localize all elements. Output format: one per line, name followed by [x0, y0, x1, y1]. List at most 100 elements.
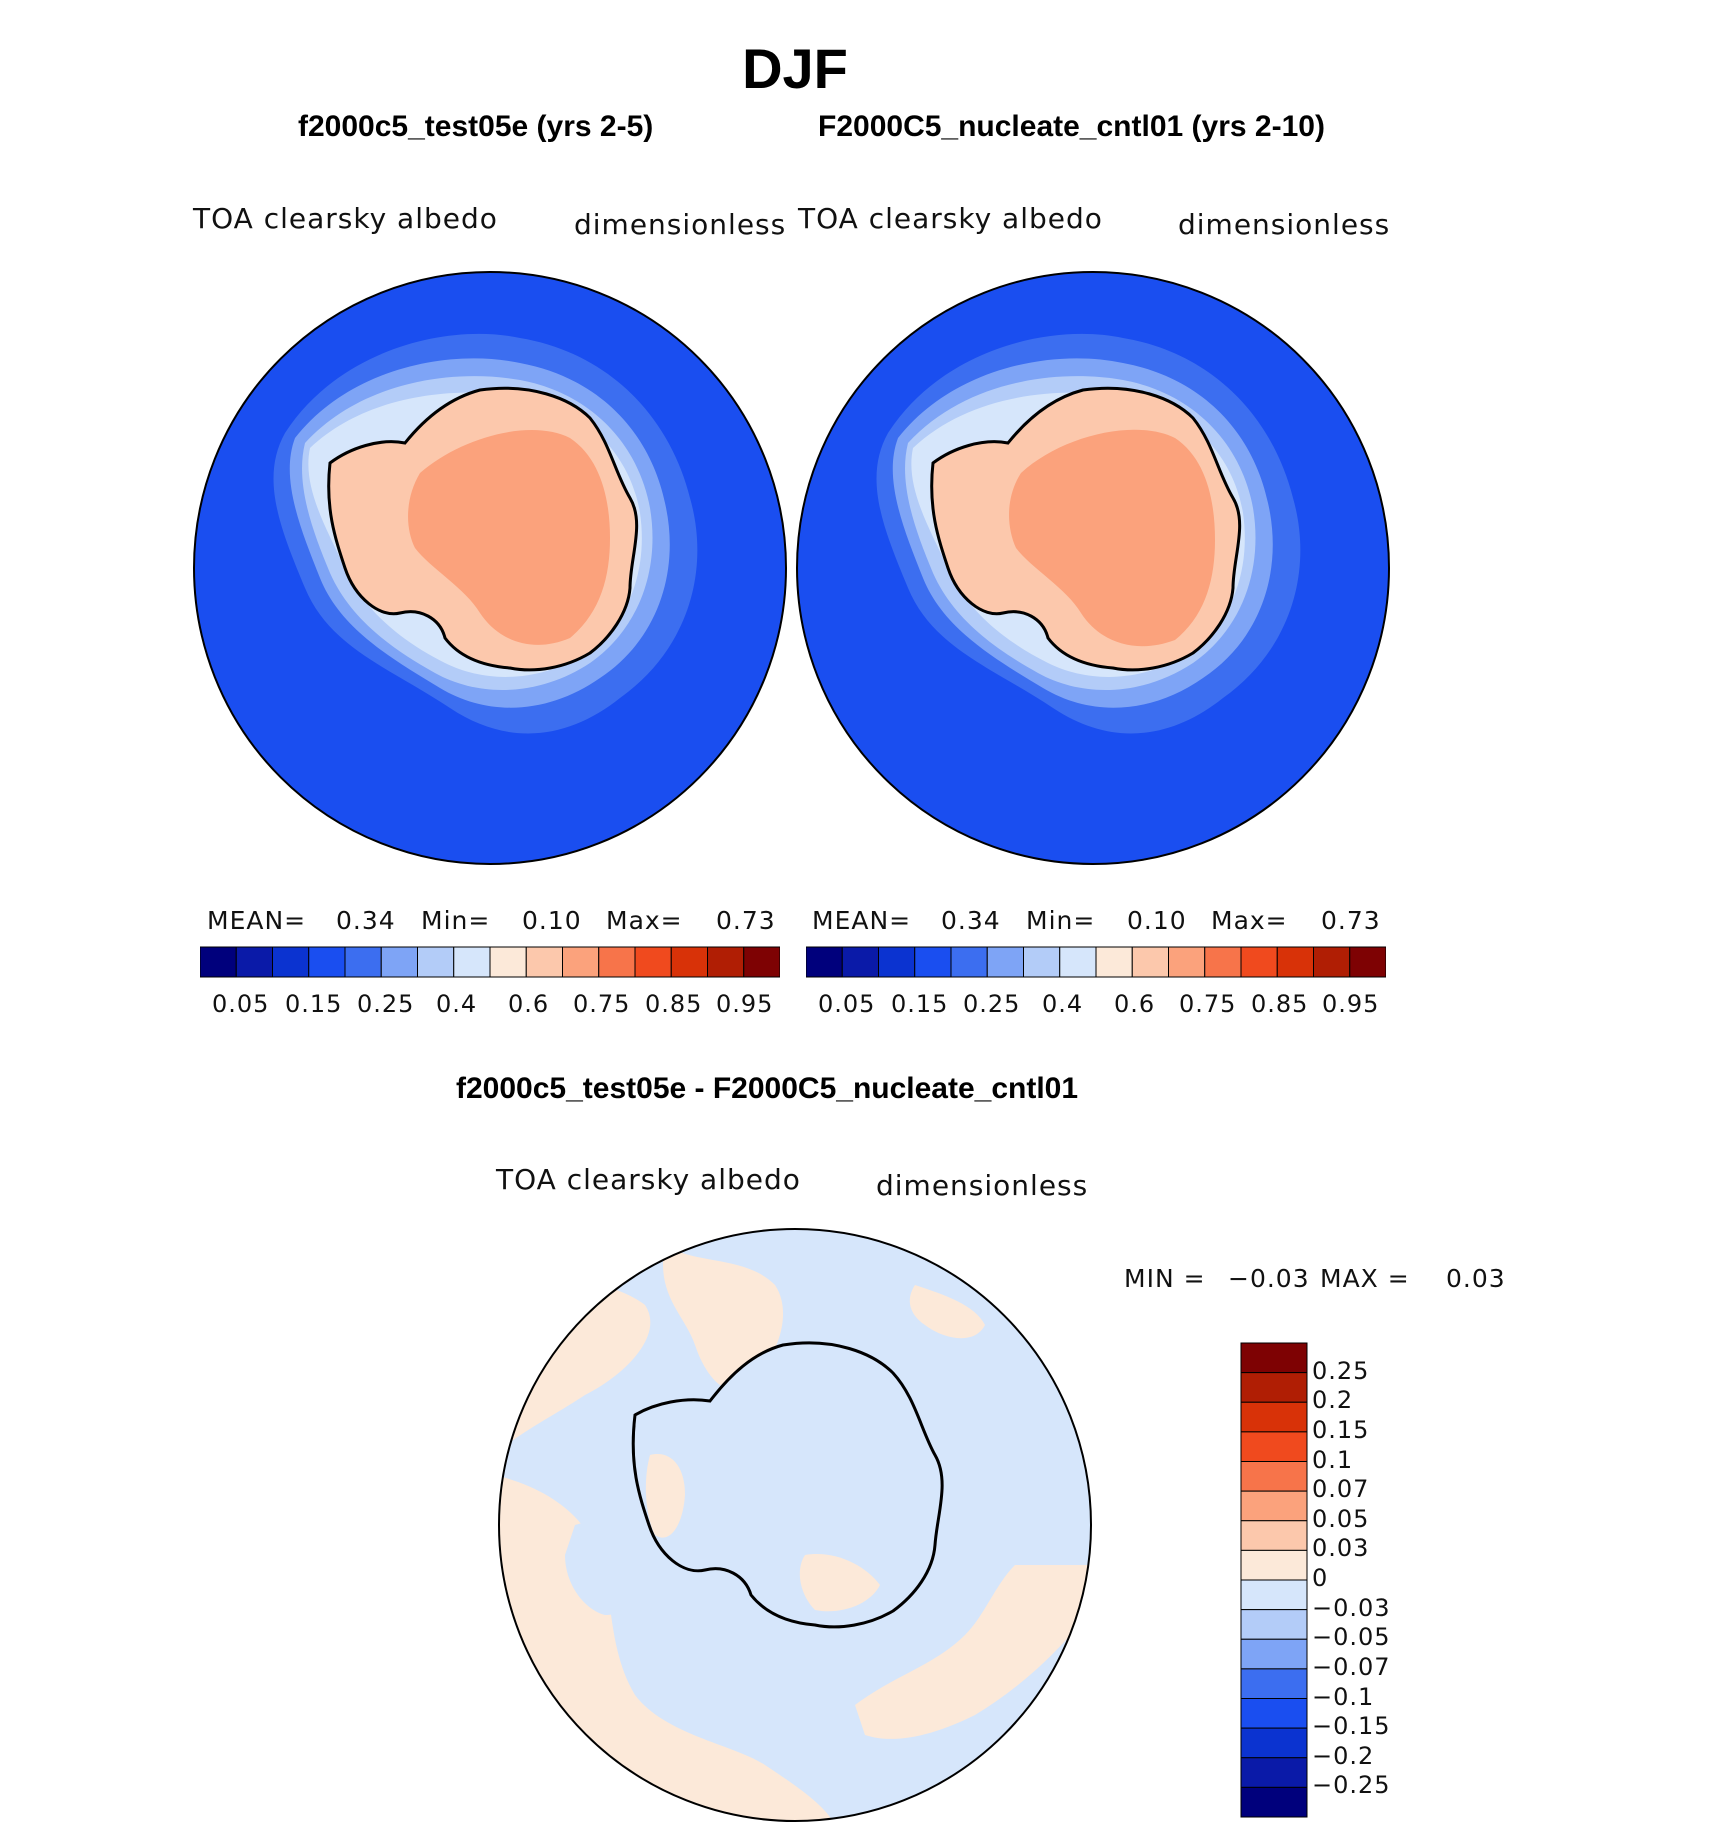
colorbar-label: 0.95: [716, 990, 774, 1018]
colorbar-swatch: [380, 946, 418, 978]
panel-2-variable-label: TOA clearsky albedo: [798, 202, 1103, 235]
colorbar-label: 0.05: [818, 990, 876, 1018]
colorbar-label: 0.05: [1312, 1504, 1370, 1533]
panel-1-max-label: Max=: [606, 906, 683, 935]
colorbar-swatch: [308, 946, 346, 978]
colorbar-label: 0.4: [1042, 990, 1084, 1018]
colorbar-label: 0.85: [1251, 990, 1309, 1018]
colorbar-swatch: [1240, 946, 1278, 978]
positive-diff-patch: [855, 1565, 1091, 1739]
colorbar-swatch: [525, 946, 563, 978]
colorbar-swatch: [634, 946, 672, 978]
colorbar-label: −0.1: [1312, 1682, 1375, 1711]
panel-2-min-value: 0.10: [1127, 906, 1187, 935]
colorbar-swatch: [1240, 1549, 1308, 1581]
colorbar-label: 0.15: [891, 990, 949, 1018]
colorbar-label: 0.6: [1114, 990, 1156, 1018]
colorbar-swatch: [1059, 946, 1097, 978]
colorbar-swatch: [1023, 946, 1061, 978]
panel-1-mean-label: MEAN=: [207, 906, 307, 935]
colorbar-label: 0.6: [508, 990, 550, 1018]
positive-diff-patch: [909, 1285, 985, 1339]
panel-1-colorbar: [200, 946, 780, 978]
panel-2-mean-label: MEAN=: [812, 906, 912, 935]
difference-min-label: MIN =: [1124, 1264, 1206, 1293]
colorbar-label: 0.15: [1312, 1415, 1370, 1444]
colorbar-swatch: [598, 946, 636, 978]
antarctica-high-plateau: [408, 430, 610, 645]
colorbar-swatch: [1240, 1461, 1308, 1492]
panel-2-min-label: Min=: [1026, 906, 1096, 935]
colorbar-swatch: [950, 946, 988, 978]
colorbar-swatch: [1240, 1342, 1308, 1374]
colorbar-swatch: [1240, 1609, 1308, 1640]
panel-2-title: F2000C5_nucleate_cntl01 (yrs 2-10): [818, 110, 1325, 143]
colorbar-swatch: [1240, 1431, 1308, 1463]
antarctica-outline: [631, 1341, 944, 1629]
colorbar-label: 0.85: [645, 990, 703, 1018]
difference-max-label: MAX =: [1320, 1264, 1410, 1293]
colorbar-swatch: [1240, 1698, 1308, 1729]
colorbar-swatch: [1240, 1668, 1308, 1700]
colorbar-swatch: [914, 946, 952, 978]
panel-2-units-label: dimensionless: [1178, 208, 1391, 241]
difference-min-value: −0.03: [1228, 1264, 1310, 1293]
difference-colorbar: [1240, 1342, 1308, 1818]
colorbar-swatch: [986, 946, 1024, 978]
colorbar-label: 0.4: [436, 990, 478, 1018]
panel-1-max-value: 0.73: [716, 906, 776, 935]
colorbar-label: 0.07: [1312, 1475, 1370, 1504]
colorbar-label: −0.07: [1312, 1652, 1391, 1681]
colorbar-swatch: [878, 946, 916, 978]
colorbar-swatch: [1204, 946, 1242, 978]
colorbar-swatch: [235, 946, 273, 978]
panel-2-colorbar-labels: 0.05 0.15 0.25 0.4 0.6 0.75 0.85 0.95: [806, 990, 1386, 1020]
antarctica-high-plateau: [1009, 429, 1215, 647]
colorbar-swatch: [1313, 946, 1351, 978]
colorbar-swatch: [1131, 946, 1169, 978]
colorbar-label: −0.15: [1312, 1712, 1391, 1741]
colorbar-swatch: [562, 946, 600, 978]
colorbar-label: 0.15: [285, 990, 343, 1018]
colorbar-swatch: [1276, 946, 1314, 978]
colorbar-swatch: [1095, 946, 1133, 978]
colorbar-swatch: [1240, 1372, 1308, 1403]
panel-1-variable-label: TOA clearsky albedo: [193, 202, 498, 235]
panel-1-min-value: 0.10: [522, 906, 582, 935]
colorbar-swatch: [1240, 1638, 1308, 1670]
panel-2-max-label: Max=: [1211, 906, 1288, 935]
colorbar-label: 0.2: [1312, 1386, 1354, 1415]
colorbar-swatch: [1168, 946, 1206, 978]
map-border: [193, 271, 787, 865]
colorbar-swatch: [841, 946, 879, 978]
panel-1-min-label: Min=: [421, 906, 491, 935]
colorbar-swatch: [1240, 1757, 1308, 1788]
colorbar-label: −0.05: [1312, 1623, 1391, 1652]
colorbar-label: 0.25: [357, 990, 415, 1018]
difference-title: f2000c5_test05e - F2000C5_nucleate_cntl0…: [456, 1072, 1079, 1105]
difference-units-label: dimensionless: [876, 1169, 1089, 1202]
colorbar-label: 0.75: [573, 990, 631, 1018]
panel-2-mean-value: 0.34: [941, 906, 1001, 935]
panel-1-units-label: dimensionless: [574, 208, 787, 241]
colorbar-label: 0.1: [1312, 1445, 1354, 1474]
colorbar-swatch: [1240, 1490, 1308, 1522]
colorbar-swatch: [806, 946, 843, 978]
colorbar-swatch: [417, 946, 455, 978]
colorbar-swatch: [453, 946, 491, 978]
colorbar-label: 0.03: [1312, 1534, 1370, 1563]
colorbar-swatch: [1349, 946, 1386, 978]
colorbar-swatch: [200, 946, 237, 978]
colorbar-label: 0.25: [1312, 1356, 1370, 1385]
panel-2-max-value: 0.73: [1321, 906, 1381, 935]
colorbar-label: −0.2: [1312, 1741, 1375, 1770]
map-border: [796, 271, 1390, 865]
colorbar-label: 0: [1312, 1564, 1329, 1592]
colorbar-swatch: [1240, 1520, 1308, 1551]
colorbar-swatch: [743, 946, 780, 978]
map-border: [498, 1228, 1092, 1822]
positive-diff-patch: [662, 1245, 784, 1390]
positive-diff-patch: [645, 1454, 685, 1538]
colorbar-swatch: [670, 946, 708, 978]
colorbar-swatch: [344, 946, 382, 978]
